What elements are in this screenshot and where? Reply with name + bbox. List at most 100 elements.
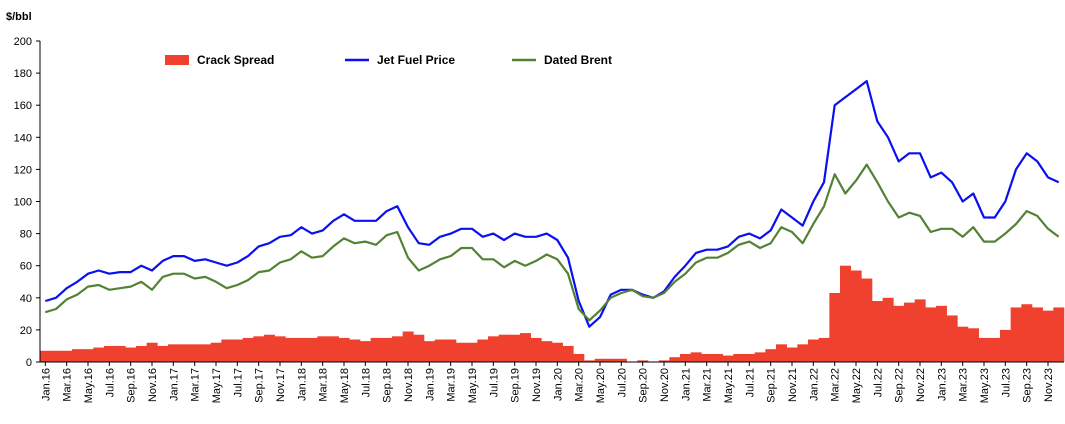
crack-bar (146, 342, 158, 362)
crack-bar (946, 315, 958, 362)
crack-bar (232, 339, 243, 362)
crack-bar (381, 337, 393, 362)
crack-bar (605, 358, 617, 362)
crack-bar (669, 357, 681, 362)
x-tick-label: Mar.20 (574, 368, 586, 402)
x-tick-label: Sep.23 (1022, 368, 1034, 403)
crack-bar (989, 337, 1001, 362)
crack-bar (1021, 304, 1033, 362)
x-tick-label: Sep.20 (638, 368, 650, 403)
x-tick-label: Jan.16 (40, 368, 52, 401)
crack-bar (264, 334, 275, 362)
crack-bar (61, 350, 73, 362)
y-tick-label: 180 (14, 68, 32, 80)
y-tick-label: 40 (20, 293, 32, 305)
crack-bar (637, 360, 649, 362)
x-tick-label: Mar.23 (958, 368, 970, 402)
x-tick-label: Jan.22 (808, 368, 820, 401)
crack-bar (488, 336, 499, 362)
y-tick-label: 0 (26, 357, 32, 369)
x-tick-label: Sep.16 (126, 368, 138, 403)
crack-bar (445, 339, 457, 362)
crack-bar (776, 344, 787, 362)
crack-bar (168, 344, 179, 362)
x-tick-label: Nov.20 (659, 368, 671, 402)
crack-bar (658, 360, 670, 362)
crack-bar (498, 334, 510, 362)
x-tick-label: Mar.16 (62, 368, 74, 402)
crack-bar (914, 299, 926, 362)
x-tick-label: May.22 (851, 368, 863, 403)
crack-bar (861, 278, 873, 362)
x-tick-label: May.18 (339, 368, 351, 403)
crack-bar (562, 345, 574, 362)
crack-bar (253, 336, 265, 362)
crack-bar (616, 358, 627, 362)
x-tick-label: Jul.20 (616, 368, 628, 397)
crack-bar (733, 353, 745, 362)
y-tick-label: 20 (20, 325, 32, 337)
crack-bar (104, 345, 115, 362)
y-axis-label: $/bbl (6, 11, 32, 23)
crack-bar (200, 344, 211, 362)
crack-bar (786, 347, 798, 362)
crack-bar (349, 339, 361, 362)
legend-label: Jet Fuel Price (377, 53, 455, 67)
crack-bar (306, 337, 318, 362)
crack-bar (584, 360, 595, 362)
x-tick-label: Sep.18 (382, 368, 394, 403)
crack-bar (328, 336, 339, 362)
x-tick-label: Jul.19 (488, 368, 500, 397)
crack-bar (850, 270, 862, 362)
crack-bar (360, 341, 371, 362)
x-tick-label: Jan.21 (680, 368, 692, 401)
x-tick-label: Nov.16 (147, 368, 159, 402)
crack-bar (221, 339, 233, 362)
crack-bar (840, 265, 851, 362)
y-tick-label: 160 (14, 100, 32, 112)
x-tick-label: Nov.21 (787, 368, 799, 402)
y-tick-label: 100 (14, 197, 32, 209)
crack-bar (317, 336, 329, 362)
crack-bar (957, 326, 969, 362)
crack-bar (925, 307, 937, 362)
crack-bar (93, 347, 105, 362)
x-tick-label: Mar.18 (318, 368, 330, 402)
crack-bar (242, 337, 254, 362)
crack-bar (818, 337, 830, 362)
x-tick-label: Sep.19 (510, 368, 522, 403)
crack-bar (424, 341, 435, 362)
x-tick-label: Jul.17 (232, 368, 244, 397)
crack-bar (936, 305, 947, 362)
crack-bar (72, 349, 83, 362)
crack-bar (744, 353, 755, 362)
crack-bar (968, 328, 979, 362)
x-tick-label: Jul.23 (1000, 368, 1012, 397)
x-tick-label: May.16 (83, 368, 95, 403)
x-tick-label: Jan.23 (936, 368, 948, 401)
x-tick-label: Jul.18 (360, 368, 372, 397)
x-tick-label: Nov.17 (275, 368, 287, 402)
crack-bar (754, 352, 766, 362)
crack-bar (701, 353, 713, 362)
x-tick-label: May.19 (467, 368, 479, 403)
crack-bar (136, 345, 147, 362)
crack-bar (904, 302, 915, 362)
crack-bar (392, 336, 403, 362)
x-tick-label: Jul.21 (744, 368, 756, 397)
crack-bar (285, 337, 297, 362)
crack-bar (434, 339, 446, 362)
crack-bar (765, 349, 777, 362)
crack-bar (722, 355, 734, 362)
legend-swatch (165, 55, 189, 65)
crack-bar (178, 344, 190, 362)
series-line (44, 163, 1060, 322)
y-tick-label: 200 (14, 36, 32, 48)
crack-bar (338, 337, 350, 362)
y-tick-label: 80 (20, 229, 32, 241)
crack-bar (50, 350, 62, 362)
crack-bar (541, 341, 553, 362)
crack-bar (1053, 307, 1065, 362)
x-tick-label: Nov.23 (1043, 368, 1055, 402)
